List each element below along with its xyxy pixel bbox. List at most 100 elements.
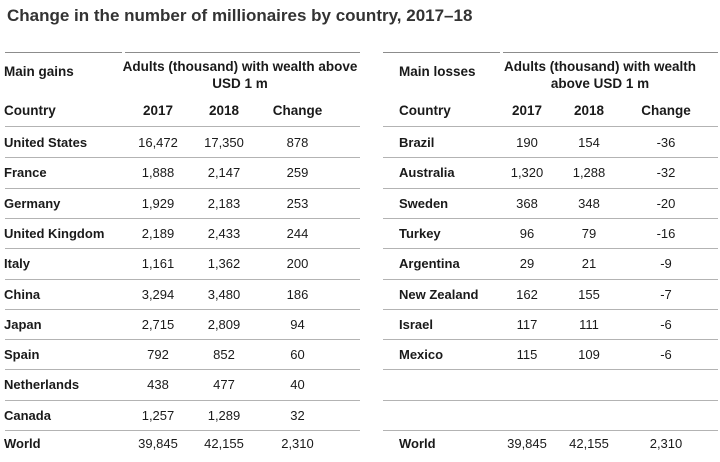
losses-table-cell: 79 [581,225,597,241]
losses-table-cell: -7 [660,286,672,302]
losses-row-rule [383,430,718,431]
gains-table-cell: 2,183 [207,195,241,211]
losses-table-cell: 348 [578,195,600,211]
gains-row-rule [5,339,360,341]
gains-total-cell: 2,310 [281,436,314,451]
losses-table-cell: -20 [656,195,676,211]
gains-table-cell: 186 [286,286,309,302]
losses-header-rule [383,126,718,127]
losses-total-cell: 42,155 [569,436,609,451]
losses-row-rule [383,217,718,219]
losses-row-rule [383,157,718,159]
gains-total-cell: World [4,436,41,451]
gains-table-cell: 3,480 [207,286,241,302]
losses-col-header: Country [399,103,451,118]
gains-table-cell: United Kingdom [4,225,105,241]
gains-table-cell: Canada [4,407,51,423]
gains-section-label: Main gains [4,64,74,79]
losses-table-cell: 109 [578,347,600,363]
gains-table-cell: France [4,165,47,181]
losses-total-cell: World [399,436,436,451]
losses-table-cell: 162 [516,286,538,302]
gains-row-rule [5,248,360,250]
losses-row-rule [383,278,718,280]
gains-table-cell: 16,472 [138,135,178,150]
losses-table-cell: Israel [399,316,433,332]
gains-table-cell: 200 [286,256,309,272]
gains-total-cell: 42,155 [204,436,244,451]
gains-col-header: 2017 [142,103,174,118]
losses-table-cell: 190 [516,135,538,150]
gains-header-rule [5,126,360,127]
losses-table-cell: 154 [578,135,600,150]
losses-table-cell: -16 [656,225,676,241]
gains-table-cell: 1,161 [141,256,175,272]
gains-table-cell: 17,350 [204,135,244,150]
gains-col-header: Country [4,103,56,118]
losses-col-header: Change [641,103,691,118]
losses-row-rule [383,248,718,250]
gains-row-rule [5,278,360,280]
gains-row-rule [5,369,360,371]
gains-table-cell: 2,715 [141,316,175,332]
losses-table-cell: 29 [519,256,535,272]
losses-table-cell: -9 [660,256,672,272]
losses-row-rule [383,369,718,371]
losses-total-cell: 39,845 [507,436,547,451]
gains-row-rule [5,308,360,310]
gains-value-header: Adults (thousand) with wealth above USD … [122,59,358,91]
gains-table-cell: 2,433 [207,225,241,241]
losses-top-rule-values [503,52,718,53]
gains-table-cell: Japan [4,316,42,332]
losses-top-rule [383,52,500,53]
gains-table-cell: 40 [290,377,305,393]
gains-table-cell: Germany [4,195,61,211]
losses-table-cell: Australia [399,165,455,181]
gains-table-cell: 438 [147,377,169,393]
losses-row-rule [383,399,718,401]
losses-table-cell: -36 [656,135,676,150]
losses-table-cell: 111 [579,316,599,332]
losses-value-header: Adults (thousand) with wealth above USD … [504,59,696,91]
losses-table-cell: 368 [516,195,538,211]
gains-table-cell: 1,929 [141,195,175,211]
gains-table-cell: 2,809 [207,316,241,332]
losses-section-label: Main losses [399,64,476,79]
gains-table-cell: 792 [147,347,169,363]
gains-table-cell: 60 [290,347,305,363]
losses-table-cell: Turkey [399,225,441,241]
losses-table-cell: -6 [660,347,672,363]
gains-table-cell: 477 [213,377,235,393]
losses-table-cell: Argentina [399,256,460,272]
gains-top-rule-values [125,52,360,53]
gains-table-cell: 94 [290,316,305,332]
gains-col-header: 2018 [208,103,240,118]
gains-total-cell: 39,845 [138,436,178,451]
losses-row-rule [383,187,718,189]
losses-row-rule [383,339,718,341]
losses-table-cell: -32 [656,165,676,181]
losses-table-cell: Brazil [399,135,435,150]
gains-row-rule [5,217,360,219]
gains-table-cell: 1,888 [141,165,175,181]
gains-table-cell: Italy [4,256,31,272]
gains-row-rule [5,399,360,401]
losses-table-cell: 21 [581,256,597,272]
losses-table-cell: 1,288 [572,165,606,181]
gains-table-cell: 878 [286,135,309,150]
losses-table-cell: 155 [578,286,600,302]
losses-col-header: 2018 [573,103,605,118]
losses-total-cell: 2,310 [649,436,683,451]
gains-col-header: Change [272,103,323,118]
gains-table-cell: 852 [213,347,235,363]
gains-table-cell: 253 [286,195,309,211]
gains-table-cell: 1,362 [207,256,241,272]
losses-table-cell: 115 [516,347,538,363]
losses-table-cell: -6 [660,316,672,332]
gains-table-cell: 259 [286,165,309,181]
gains-table-cell: 32 [290,407,305,423]
gains-table-cell: 2,189 [141,225,175,241]
gains-table-cell: 3,294 [141,286,175,302]
gains-table-cell: China [4,286,41,302]
gains-table-cell: United States [4,135,88,150]
